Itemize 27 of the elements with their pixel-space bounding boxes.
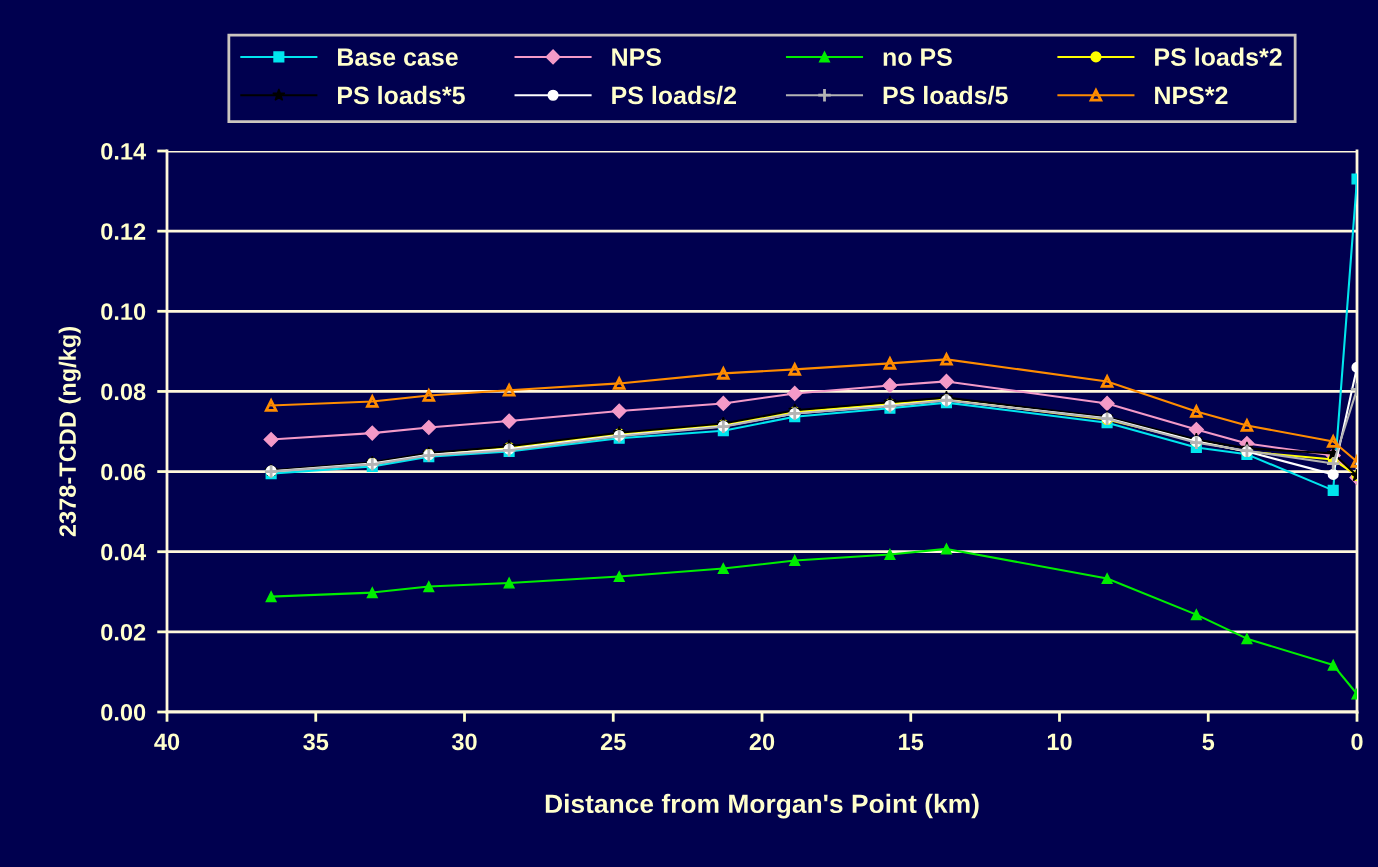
x-tick-label: 15: [899, 733, 924, 751]
legend-label: NPS: [612, 48, 661, 66]
y-tick-label: 0.10: [101, 303, 146, 321]
x-tick-label: 20: [749, 733, 775, 751]
y-tick-label: 0.04: [101, 543, 147, 561]
legend-label: PS loads*5: [338, 85, 465, 105]
x-axis-title: Distance from Morgan's Point (km): [545, 793, 979, 819]
y-tick-label: 0.12: [101, 223, 146, 240]
legend-label: PS loads/5: [883, 85, 1008, 105]
y-tick-label: 0.00: [101, 704, 146, 721]
y-axis-title: 2378-TCDD (ng/kg): [58, 327, 81, 537]
legend-label: NPS*2: [1155, 86, 1228, 105]
x-tick-label: 0: [1351, 733, 1363, 751]
legend-label: PS loads*2: [1155, 47, 1282, 66]
y-tick-label: 0.14: [101, 143, 147, 160]
legend-label: Base case: [338, 48, 458, 66]
x-tick-label: 5: [1202, 733, 1215, 751]
x-tick-label: 35: [303, 733, 329, 751]
x-tick-label: 40: [154, 733, 180, 751]
y-tick-label: 0.02: [101, 623, 146, 641]
x-tick-label: 10: [1047, 733, 1072, 751]
x-tick-label: 25: [600, 733, 626, 751]
legend-label: no PS: [883, 48, 952, 66]
y-tick-label: 0.06: [101, 463, 146, 481]
y-tick-label: 0.08: [101, 383, 146, 401]
legend-label: PS loads/2: [612, 85, 737, 105]
x-tick-label: 30: [451, 733, 477, 751]
